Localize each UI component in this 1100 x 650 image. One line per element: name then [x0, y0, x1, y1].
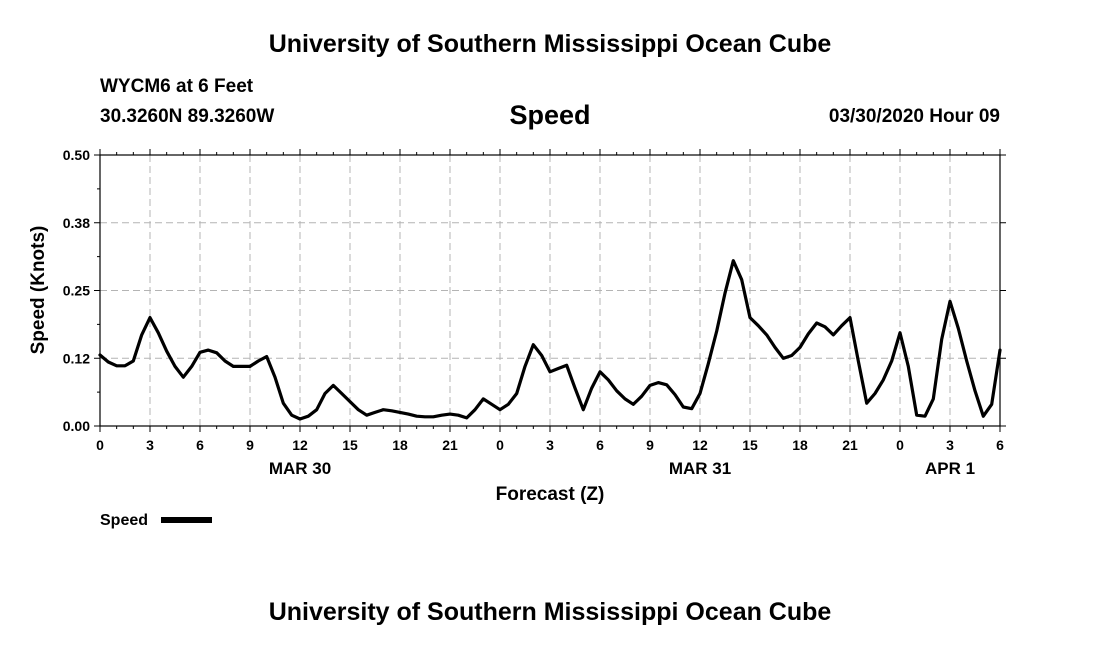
x-tick-label: 6: [596, 437, 604, 453]
date-label: MAR 30: [269, 459, 331, 478]
x-tick-label: 6: [996, 437, 1004, 453]
plot-frame: [99, 154, 1001, 427]
x-tick-label: 0: [896, 437, 904, 453]
grid-layer: [100, 155, 1000, 426]
chart-bottom-title: University of Southern Mississippi Ocean…: [268, 598, 832, 626]
x-tick-label: 21: [842, 437, 858, 453]
y-tick-label: 0.25: [63, 283, 90, 299]
x-tick-label: 9: [646, 437, 654, 453]
x-tick-label: 3: [546, 437, 554, 453]
forecast-datetime: 03/30/2020 Hour 09: [828, 106, 1000, 127]
y-tick-label: 0.50: [63, 147, 90, 163]
speed-series-line: [98, 259, 1002, 421]
x-tick-label: 6: [196, 437, 204, 453]
coordinates-label: 30.3260N 89.3260W: [100, 106, 275, 127]
station-label: WYCM6 at 6 Feet: [100, 76, 254, 97]
chart-top-title: University of Southern Mississippi Ocean…: [268, 30, 832, 58]
y-tick-label: 0.12: [63, 350, 90, 366]
legend-label: Speed: [100, 512, 148, 529]
series-layer: [98, 259, 1002, 421]
legend: Speed: [100, 512, 212, 529]
x-tick-label: 18: [792, 437, 808, 453]
x-tick-label: 18: [392, 437, 408, 453]
x-tick-label: 0: [496, 437, 504, 453]
date-label: APR 1: [925, 459, 975, 478]
x-tick-label: 3: [946, 437, 954, 453]
x-tick-label: 0: [96, 437, 104, 453]
x-tick-label: 15: [742, 437, 758, 453]
date-label: MAR 31: [669, 459, 731, 478]
y-tick-label: 0.00: [63, 418, 90, 434]
x-tick-label: 15: [342, 437, 358, 453]
x-axis-title: Forecast (Z): [496, 484, 605, 505]
x-tick-label: 12: [292, 437, 308, 453]
x-tick-label: 21: [442, 437, 458, 453]
label-layer: 0.00 0.12 0.25 0.38 0.50 0 3 6 9 12 15 18 21 0 3 6 9 12 15…: [63, 147, 1004, 478]
y-axis-title: Speed (Knots): [28, 226, 49, 355]
parameter-title: Speed: [509, 100, 591, 130]
x-tick-label: 3: [146, 437, 154, 453]
x-tick-label: 12: [692, 437, 708, 453]
x-tick-label: 9: [246, 437, 254, 453]
y-tick-label: 0.38: [63, 215, 90, 231]
